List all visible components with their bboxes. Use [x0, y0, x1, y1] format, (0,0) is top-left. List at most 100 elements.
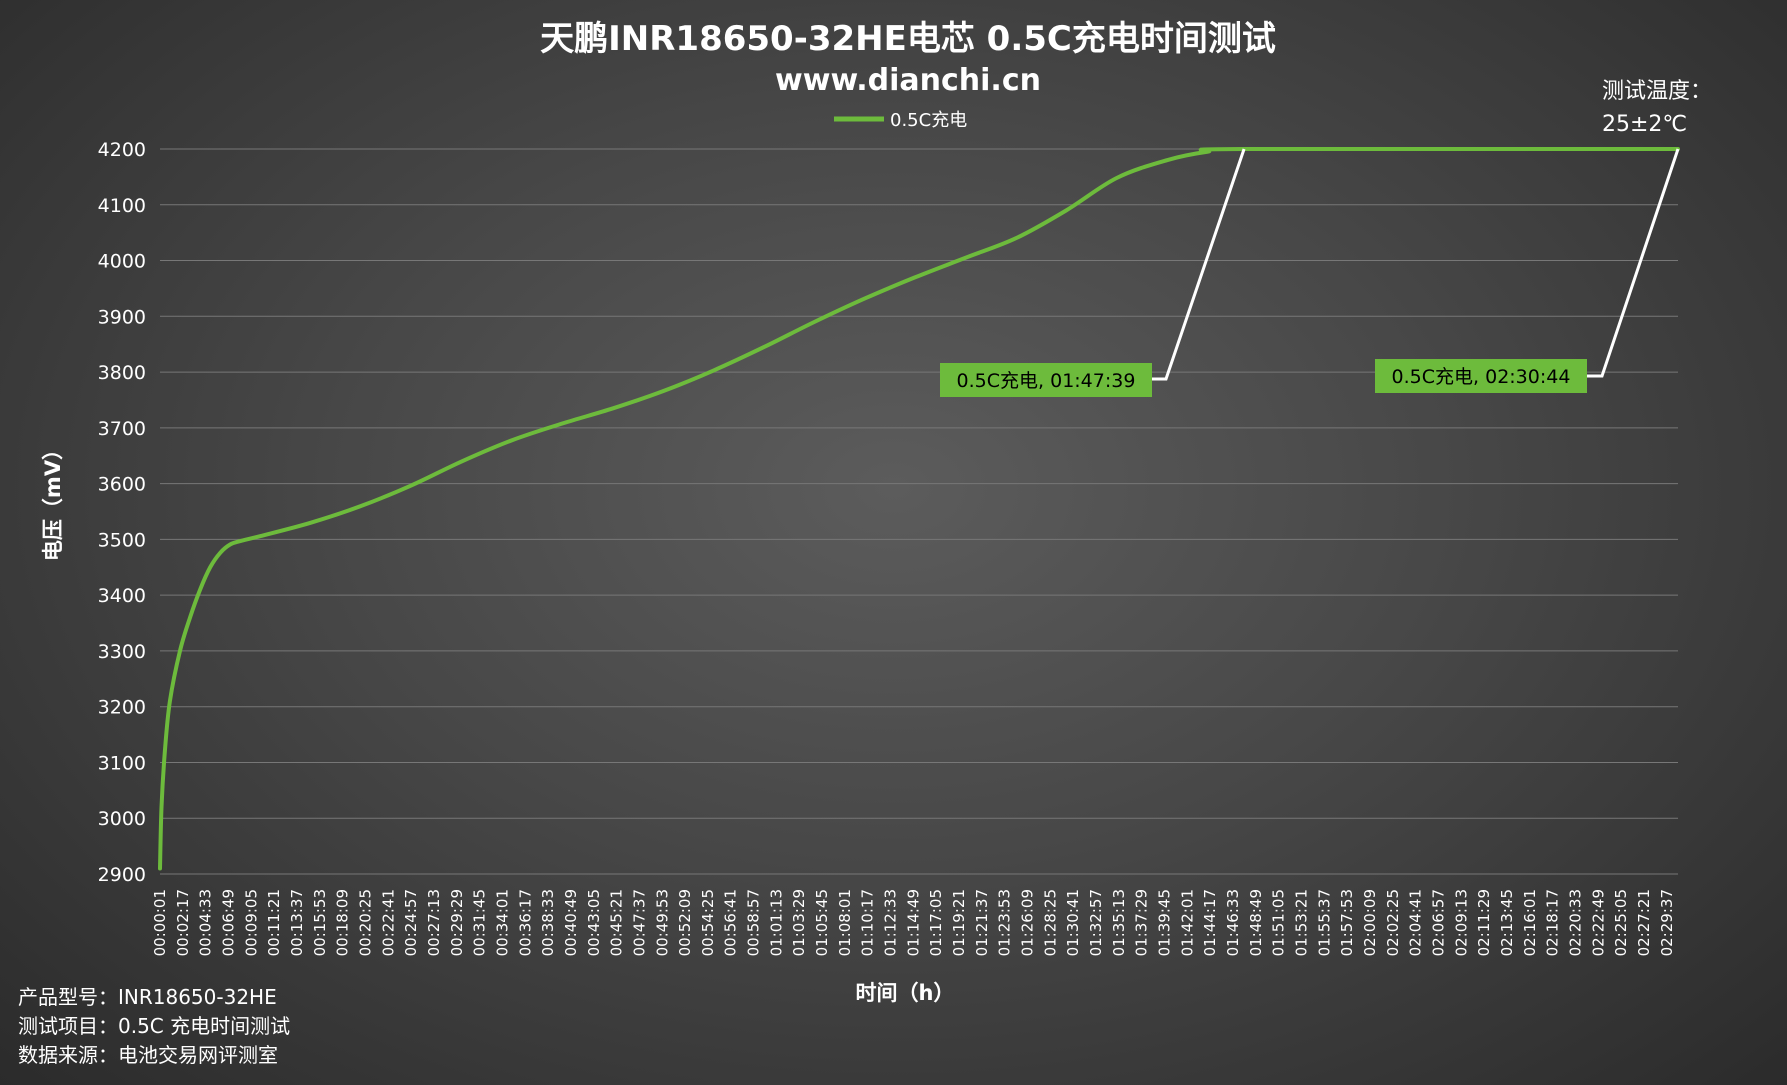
y-tick-label: 3900 — [98, 306, 146, 328]
x-tick-label: 00:56:41 — [722, 889, 740, 956]
annotations: 0.5C充电, 01:47:39 0.5C充电, 02:30:44 — [940, 148, 1680, 397]
x-tick-label: 00:22:41 — [379, 889, 397, 956]
test-temperature: 测试温度： 25±2℃ — [1602, 75, 1712, 141]
y-tick-label: 3800 — [98, 362, 146, 384]
x-tick-label: 02:02:25 — [1384, 889, 1402, 956]
annotation-label: 0.5C充电, 02:30:44 — [1392, 366, 1571, 388]
x-tick-label: 02:00:09 — [1361, 889, 1379, 956]
x-tick-label: 01:23:53 — [996, 889, 1014, 956]
x-tick-label: 02:11:29 — [1475, 889, 1493, 956]
y-tick-label: 4100 — [98, 195, 146, 217]
y-tick-label: 3400 — [98, 585, 146, 607]
y-tick-label: 4000 — [98, 251, 146, 273]
legend-label: 0.5C充电 — [890, 110, 967, 131]
x-tick-label: 01:03:29 — [790, 889, 808, 956]
x-tick-label: 02:16:01 — [1521, 889, 1539, 956]
x-tick-label: 00:20:25 — [356, 889, 374, 956]
y-tick-label: 3600 — [98, 474, 146, 496]
x-tick-label: 00:13:37 — [288, 889, 306, 956]
y-tick-label: 3200 — [98, 697, 146, 719]
x-tick-label: 02:09:13 — [1452, 889, 1470, 956]
x-tick-label: 00:58:57 — [745, 889, 763, 956]
x-tick-label: 01:46:33 — [1224, 889, 1242, 956]
x-tick-label: 02:06:57 — [1429, 889, 1447, 956]
x-tick-label: 02:18:17 — [1544, 889, 1562, 956]
x-tick-label: 00:31:45 — [471, 889, 489, 956]
y-tick-label: 3000 — [98, 808, 146, 830]
temp-label: 测试温度： — [1602, 79, 1713, 104]
x-tick-label: 02:13:45 — [1498, 889, 1516, 956]
x-tick-label: 01:39:45 — [1156, 889, 1174, 956]
y-axis-ticks: 2900 3000 3100 3200 3300 3400 3500 3600 3700 3800… — [98, 139, 146, 886]
annotation-box — [1375, 359, 1587, 393]
x-tick-label: 01:44:17 — [1201, 889, 1219, 956]
annotation-label: 0.5C充电, 01:47:39 — [957, 370, 1136, 392]
annotation-leader — [1587, 148, 1680, 378]
x-tick-label: 00:40:49 — [562, 889, 580, 956]
x-tick-label: 00:09:05 — [242, 889, 260, 956]
y-tick-label: 3100 — [98, 752, 146, 774]
chart-subtitle: www.dianchi.cn — [775, 63, 1041, 98]
x-tick-label: 01:55:37 — [1315, 889, 1333, 956]
x-tick-label: 00:43:05 — [585, 889, 603, 956]
x-axis-ticks: 00:00:01 00:02:17 00:04:33 00:06:49 00:09:05… — [151, 889, 1676, 956]
x-tick-label: 01:05:45 — [813, 889, 831, 956]
x-tick-label: 00:27:13 — [425, 889, 443, 956]
x-tick-label: 01:35:13 — [1110, 889, 1128, 956]
x-tick-label: 02:04:41 — [1407, 889, 1425, 956]
x-tick-label: 01:21:37 — [973, 889, 991, 956]
y-tick-label: 3300 — [98, 641, 146, 663]
test-info: 产品型号：INR18650-32HE 测试项目：0.5C 充电时间测试 数据来源… — [18, 983, 290, 1070]
x-tick-label: 00:11:21 — [265, 889, 283, 956]
x-tick-label: 00:24:57 — [402, 889, 420, 956]
x-tick-label: 02:25:05 — [1612, 889, 1630, 956]
x-tick-label: 01:28:25 — [1041, 889, 1059, 956]
y-tick-label: 3700 — [98, 418, 146, 440]
x-tick-label: 00:45:21 — [608, 889, 626, 956]
y-axis-title: 电压（mV） — [41, 439, 65, 561]
x-tick-label: 01:53:21 — [1292, 889, 1310, 956]
x-tick-label: 01:57:53 — [1338, 889, 1356, 956]
product-model: 产品型号：INR18650-32HE — [18, 985, 277, 1009]
x-tick-label: 01:08:01 — [836, 889, 854, 956]
x-tick-label: 01:14:49 — [904, 889, 922, 956]
x-tick-label: 02:27:21 — [1635, 889, 1653, 956]
x-tick-label: 00:29:29 — [448, 889, 466, 956]
x-tick-label: 00:54:25 — [699, 889, 717, 956]
x-tick-label: 01:48:49 — [1247, 889, 1265, 956]
x-tick-label: 00:38:33 — [539, 889, 557, 956]
x-tick-label: 00:06:49 — [219, 889, 237, 956]
chart-title: 天鹏INR18650-32HE电芯 0.5C充电时间测试 — [540, 19, 1276, 59]
x-tick-label: 01:01:13 — [767, 889, 785, 956]
y-tick-label: 4200 — [98, 139, 146, 161]
x-tick-label: 00:47:37 — [630, 889, 648, 956]
x-tick-label: 01:17:05 — [927, 889, 945, 956]
y-tick-label: 2900 — [98, 864, 146, 886]
y-tick-label: 3500 — [98, 529, 146, 551]
test-item: 测试项目：0.5C 充电时间测试 — [18, 1014, 291, 1038]
legend: 0.5C充电 — [834, 110, 967, 131]
temp-value: 25±2℃ — [1602, 112, 1688, 137]
x-tick-label: 02:20:33 — [1566, 889, 1584, 956]
x-tick-label: 01:30:41 — [1064, 889, 1082, 956]
series-line — [158, 146, 1680, 871]
x-tick-label: 01:10:17 — [859, 889, 877, 956]
annotation-leader — [1152, 148, 1246, 381]
x-tick-label: 00:36:17 — [516, 889, 534, 956]
data-source: 数据来源：电池交易网评测室 — [18, 1043, 278, 1067]
x-tick-label: 02:29:37 — [1658, 889, 1676, 956]
x-tick-label: 00:15:53 — [311, 889, 329, 956]
x-tick-label: 00:18:09 — [334, 889, 352, 956]
grid — [160, 148, 1678, 875]
x-tick-label: 00:04:33 — [197, 889, 215, 956]
x-tick-label: 00:00:01 — [151, 889, 169, 956]
x-tick-label: 00:34:01 — [493, 889, 511, 956]
x-tick-label: 01:26:09 — [1019, 889, 1037, 956]
x-tick-label: 01:37:29 — [1133, 889, 1151, 956]
x-tick-label: 02:22:49 — [1589, 889, 1607, 956]
x-tick-label: 01:12:33 — [882, 889, 900, 956]
x-tick-label: 00:52:09 — [676, 889, 694, 956]
x-tick-label: 00:02:17 — [174, 889, 192, 956]
x-tick-label: 01:32:57 — [1087, 889, 1105, 956]
